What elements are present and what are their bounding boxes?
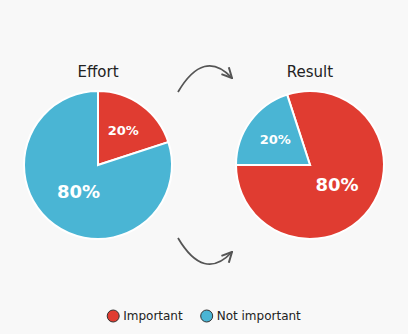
background xyxy=(0,0,408,334)
pie-slice xyxy=(236,95,310,165)
pie-slice xyxy=(236,91,384,239)
arrow xyxy=(178,66,232,92)
legend-swatch xyxy=(201,310,213,322)
chart: 20% 80% Effort Important Not important 80% 20%… xyxy=(0,0,408,334)
pie-slice xyxy=(24,91,172,239)
data-label: 80% xyxy=(315,174,358,195)
data-label: 80% xyxy=(57,181,100,202)
title: Effort xyxy=(77,63,118,81)
pie xyxy=(24,91,172,239)
legend-swatch xyxy=(107,310,119,322)
legend: Important Not important xyxy=(107,309,301,323)
data-label: 20% xyxy=(260,132,291,147)
arrow xyxy=(178,238,232,264)
legend-entry: Not important xyxy=(217,309,301,323)
legend-entry: Important xyxy=(123,309,183,323)
data-label: 20% xyxy=(108,123,139,138)
title: Result xyxy=(287,63,333,81)
pie xyxy=(236,91,384,239)
